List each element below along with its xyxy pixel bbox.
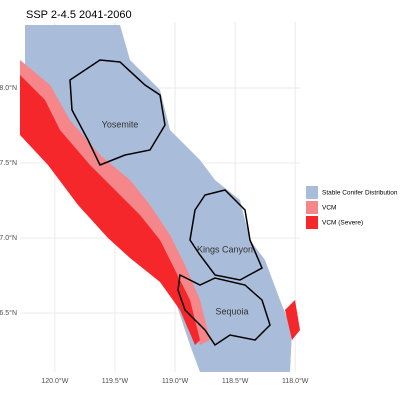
place-label: Sequoia: [215, 306, 248, 316]
x-tick-label: 119.0°W: [162, 377, 189, 385]
map-title: SSP 2-4.5 2041-2060: [26, 9, 132, 21]
legend: Stable Conifer Distribution VCM VCM (Sever…: [306, 186, 398, 229]
legend-swatch: [306, 201, 318, 214]
legend-label: VCM (Severe): [322, 220, 363, 227]
yosemite-boundary: [69, 59, 166, 166]
vcm-severe-area: [20, 75, 200, 345]
legend-swatch: [306, 186, 318, 199]
x-tick-label: 118.5°W: [222, 377, 249, 385]
y-tick-label: 38.0°N: [0, 84, 17, 92]
y-tick-label: 36.5°N: [0, 309, 17, 317]
legend-label: Stable Conifer Distribution: [322, 190, 398, 197]
y-tick-label: 37.0°N: [0, 234, 17, 242]
x-tick-label: 119.5°W: [102, 377, 129, 385]
kings-canyon-boundary: [189, 189, 263, 281]
legend-swatch: [306, 216, 318, 229]
place-label: Yosemite: [102, 119, 139, 129]
x-tick-label: 118.0°W: [282, 377, 309, 385]
sequoia-boundary: [177, 273, 271, 347]
vcm-severe-area: [285, 300, 300, 340]
legend-label: VCM: [322, 205, 336, 212]
x-tick-label: 120.0°W: [41, 377, 68, 385]
y-tick-label: 37.5°N: [0, 159, 17, 167]
place-label: Kings Canyon: [197, 244, 253, 254]
conifer-area: [25, 25, 292, 372]
